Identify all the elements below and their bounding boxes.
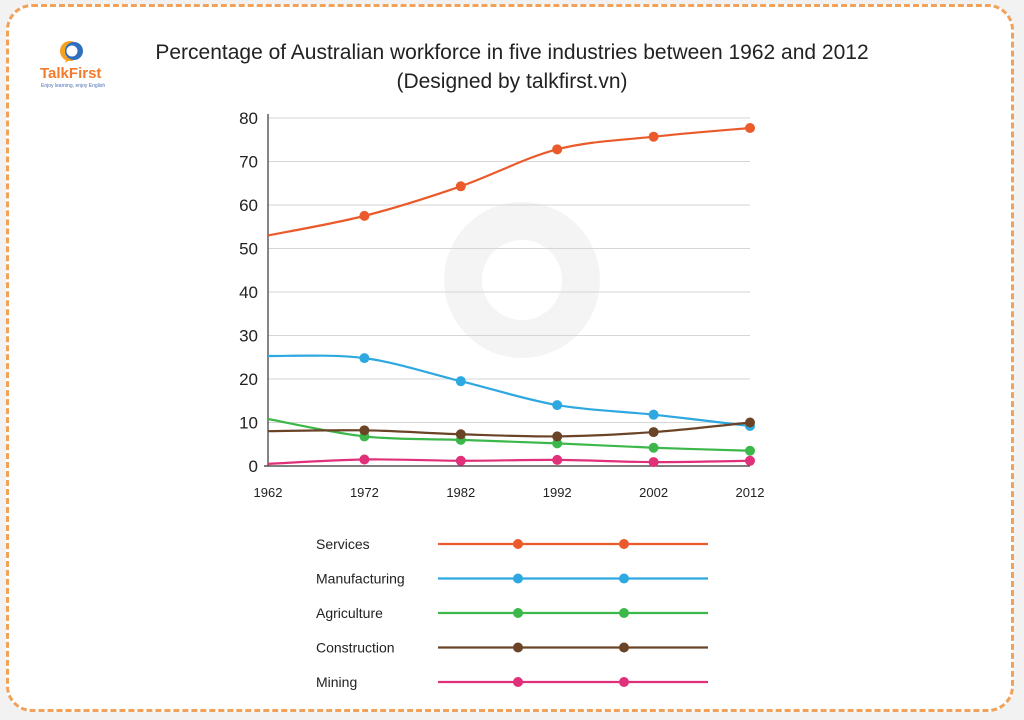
y-tick-label: 0 <box>249 457 258 476</box>
title-line-2: (Designed by talkfirst.vn) <box>396 70 628 93</box>
services-point <box>745 123 755 134</box>
legend-marker <box>513 608 523 618</box>
construction-point <box>648 427 659 438</box>
manufacturing-point <box>359 353 370 364</box>
legend-marker <box>513 573 523 584</box>
talkfirst-logo: TalkFirst Enjoy learning, enjoy English <box>40 40 120 100</box>
logo-name: TalkFirst <box>40 65 102 82</box>
chart-title: Percentage of Australian workforce in fi… <box>0 38 1024 96</box>
legend-item-construction: Construction <box>316 640 708 656</box>
x-tick-label: 2012 <box>736 485 765 500</box>
axes <box>264 114 750 467</box>
agriculture-point <box>552 438 563 449</box>
legend-item-agriculture: Agriculture <box>316 605 708 621</box>
legend-label: Construction <box>316 640 395 656</box>
legend-item-manufacturing: Manufacturing <box>316 571 708 587</box>
legend-label: Agriculture <box>316 605 383 621</box>
agriculture-line <box>267 417 751 452</box>
x-tick-label: 1962 <box>254 485 283 500</box>
legend-marker <box>513 677 523 687</box>
y-tick-label: 50 <box>239 240 258 259</box>
construction-point <box>455 429 466 440</box>
agriculture-point <box>745 445 755 456</box>
chart-card <box>6 4 1014 712</box>
y-tick-label: 70 <box>239 153 258 172</box>
legend-label: Mining <box>316 674 357 690</box>
y-axis-ticks: 0 10 20 30 40 50 60 70 80 <box>239 109 258 476</box>
y-tick-label: 80 <box>239 109 258 128</box>
construction-point <box>359 425 370 436</box>
legend-marker <box>619 608 629 618</box>
x-tick-label: 1972 <box>350 485 379 500</box>
y-tick-label: 30 <box>239 327 258 346</box>
manufacturing-line <box>267 354 751 428</box>
legend-marker <box>619 573 629 584</box>
services-point <box>359 210 370 221</box>
series-lines <box>267 123 755 468</box>
grid-lines <box>268 117 750 423</box>
watermark-icon <box>444 202 600 358</box>
construction-point <box>552 431 563 442</box>
legend-item-mining: Mining <box>316 674 708 690</box>
legend-marker <box>513 642 523 653</box>
y-tick-label: 10 <box>239 414 258 433</box>
x-tick-label: 1992 <box>543 485 572 500</box>
services-point <box>455 181 466 192</box>
logo-tagline: Enjoy learning, enjoy English <box>41 83 106 89</box>
mining-point <box>455 455 466 466</box>
y-tick-label: 60 <box>239 196 258 215</box>
services-point <box>552 144 563 155</box>
construction-line <box>267 421 751 438</box>
mining-point <box>745 455 755 466</box>
title-line-1: Percentage of Australian workforce in fi… <box>155 41 869 64</box>
x-axis-ticks: 1962 1972 1982 1992 2002 2012 <box>254 485 765 500</box>
legend-marker <box>513 539 523 549</box>
manufacturing-point <box>455 376 466 387</box>
legend-label: Manufacturing <box>316 571 405 587</box>
y-tick-label: 40 <box>239 283 258 302</box>
mining-line <box>267 458 751 465</box>
legend-marker <box>619 539 629 549</box>
manufacturing-point <box>648 409 659 420</box>
legend-marker <box>619 677 629 687</box>
legend-marker <box>619 642 629 653</box>
services-line <box>267 126 751 237</box>
mining-point <box>648 457 659 468</box>
legend-item-services: Services <box>316 536 708 552</box>
x-tick-label: 1982 <box>446 485 475 500</box>
mining-point <box>552 454 563 465</box>
agriculture-point <box>648 442 659 453</box>
construction-point <box>745 417 755 428</box>
y-tick-label: 20 <box>239 370 258 389</box>
x-tick-label: 2002 <box>639 485 668 500</box>
services-point <box>648 131 659 142</box>
manufacturing-point <box>552 400 563 411</box>
legend: Services Manufacturing Agriculture Construc… <box>316 536 708 690</box>
mining-point <box>359 454 370 465</box>
legend-label: Services <box>316 536 370 552</box>
speech-bubble-icon <box>60 41 83 63</box>
